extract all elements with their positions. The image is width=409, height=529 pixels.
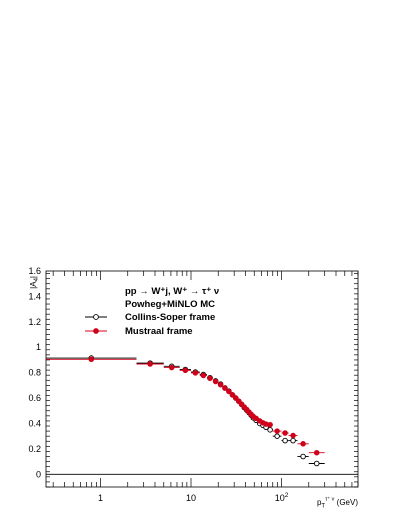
data-point <box>253 415 259 422</box>
data-point <box>182 367 189 374</box>
data-point <box>192 370 199 376</box>
data-point <box>207 375 213 382</box>
data-point <box>313 449 320 456</box>
y-tick-label: 0.8 <box>28 368 41 378</box>
x-axis-label: pTτ⁺ ν (GeV) <box>317 496 358 510</box>
data-point <box>290 432 296 439</box>
legend-label-collins-soper: Collins-Soper frame <box>125 312 215 323</box>
data-point <box>290 437 296 444</box>
data-point <box>88 356 95 363</box>
y-tick-label: 1.4 <box>28 291 41 301</box>
data-point <box>212 378 219 385</box>
data-point <box>229 392 236 398</box>
data-point <box>282 430 288 436</box>
data-point <box>233 395 239 401</box>
data-point <box>300 441 306 447</box>
data-point <box>313 460 320 467</box>
data-point <box>274 433 280 439</box>
data-point <box>267 427 273 433</box>
legend-label-mustraal: Mustraal frame <box>125 326 193 337</box>
y-tick-label: 0.4 <box>28 418 41 428</box>
x-tick-label: 102 <box>275 492 289 503</box>
data-point <box>282 437 288 444</box>
data-series <box>46 355 325 467</box>
data-point <box>147 361 153 367</box>
legend-marker-collins-soper <box>93 314 99 320</box>
x-tick-label: 10 <box>186 493 196 503</box>
legend-header-generator: Powheg+MiNLO MC <box>125 299 215 310</box>
axis-tick-labels: 0 0.2 0.4 0.6 0.8 1 1.2 1.4 1.6 1 10 102 <box>28 266 288 503</box>
data-point <box>217 381 224 388</box>
data-point <box>168 364 175 371</box>
axis-ticks <box>46 271 359 488</box>
data-point <box>222 385 228 391</box>
series-mustraal <box>46 356 325 456</box>
y-axis-label: |A4| <box>29 276 40 289</box>
data-point <box>226 388 232 395</box>
plot-frame <box>45 270 359 488</box>
data-point <box>200 372 207 379</box>
data-point <box>274 428 280 434</box>
legend: pp → W⁺j, W⁺ → τ⁺ ν Powheg+MiNLO MC Coll… <box>85 286 219 337</box>
legend-header-process: pp → W⁺j, W⁺ → τ⁺ ν <box>125 286 219 297</box>
y-tick-label: 1 <box>36 342 41 352</box>
y-tick-label: 0.6 <box>28 393 41 403</box>
x-tick-label: 1 <box>98 493 103 503</box>
y-tick-label: 1.2 <box>28 317 41 327</box>
data-point <box>300 453 306 460</box>
y-tick-label: 0 <box>36 469 41 479</box>
data-point <box>267 421 273 428</box>
y-tick-label: 0.2 <box>28 444 41 454</box>
legend-marker-mustraal <box>93 328 99 334</box>
y-tick-label: 1.6 <box>28 266 41 276</box>
